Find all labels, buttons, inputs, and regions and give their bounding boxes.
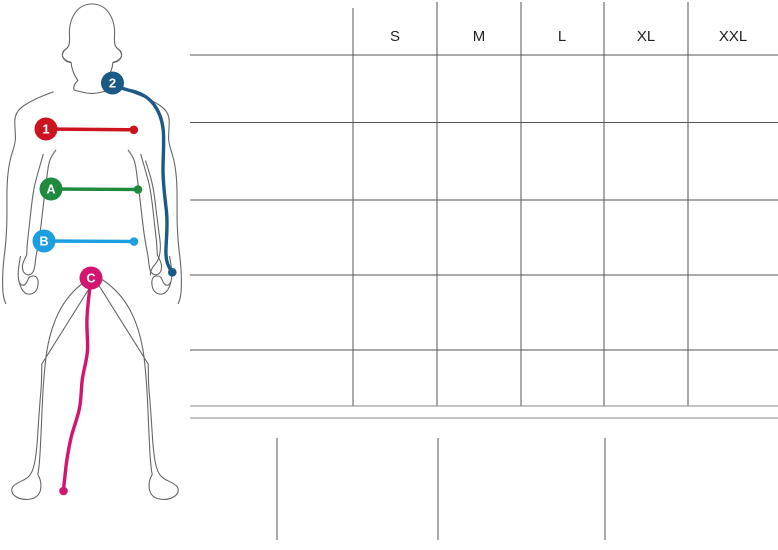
svg-text:B: B xyxy=(39,235,48,249)
svg-text:A: A xyxy=(46,183,55,197)
svg-text:C: C xyxy=(86,272,95,286)
svg-text:2: 2 xyxy=(109,76,116,91)
svg-text:1: 1 xyxy=(42,122,49,137)
